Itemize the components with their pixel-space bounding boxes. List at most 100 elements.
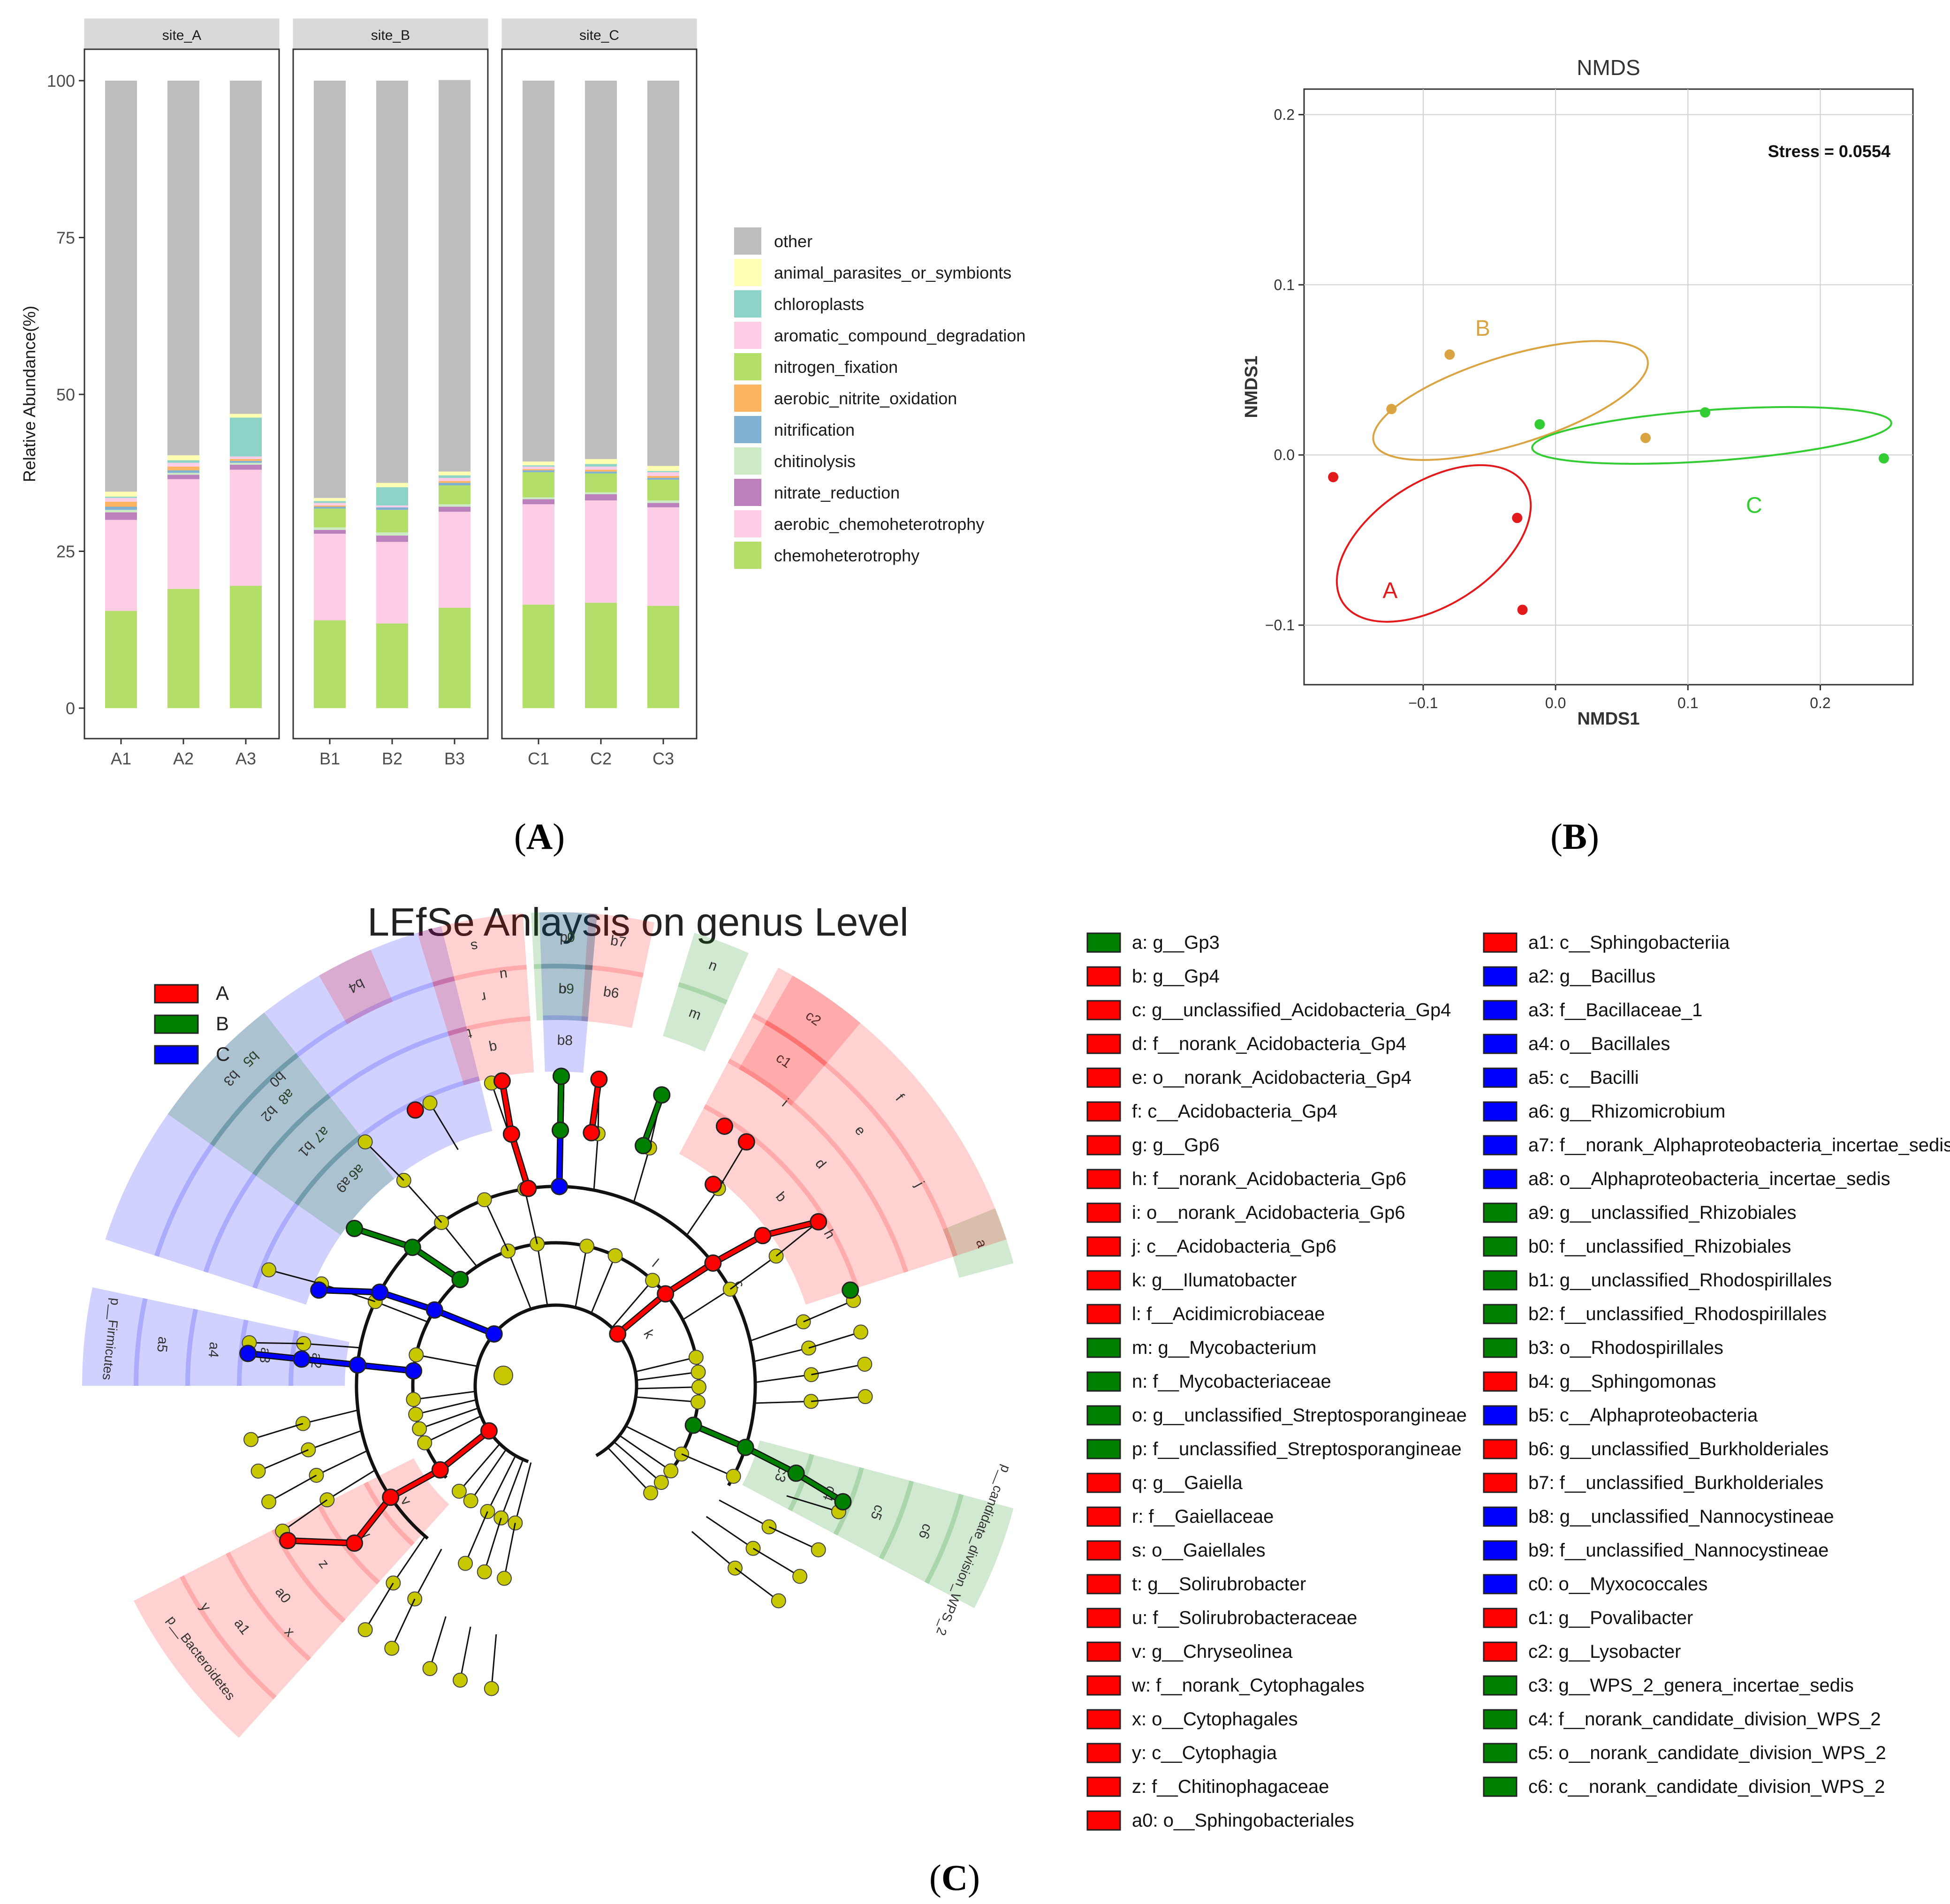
taxon-legend-label: c1: g__Povalibacter (1528, 1608, 1693, 1628)
clade-label: b9 (558, 981, 574, 997)
taxon-legend-label: a8: o__Alphaproteobacteria_incertae_sedi… (1528, 1169, 1890, 1189)
taxon-legend-swatch (1086, 1540, 1121, 1561)
clade-shade-b (531, 912, 598, 970)
cladogram-branch (484, 1199, 509, 1252)
biomarker-branch (433, 1308, 495, 1336)
cladogram-branch (754, 1400, 812, 1404)
taxon-node (409, 1347, 424, 1362)
biomarker-branch (357, 1363, 414, 1373)
clade-shade-c (539, 912, 598, 970)
bar-segment-aromatic-compound-degradation (376, 505, 408, 507)
taxon-node (463, 1493, 478, 1509)
panel-a-stacked-bar-chart: site_A A1 A2 A3 site_B B1 B2 B3 site_C C1 C2 C3 0 25 5… (20, 18, 1025, 768)
plot-area (1303, 88, 1914, 686)
taxon-legend-swatch (1086, 1506, 1121, 1527)
taxon-legend-label: s: o__Gaiellales (1132, 1540, 1266, 1561)
taxon-node (857, 1389, 873, 1405)
x-tick-label: 0.2 (1810, 695, 1830, 711)
legend-swatch-other (734, 227, 761, 255)
cladogram-branch (415, 1399, 477, 1415)
clade-label: o (559, 981, 567, 997)
cladogram-branch (258, 1449, 309, 1472)
cladogram-branch (464, 1511, 488, 1564)
bar-segment-chemoheterotrophy (314, 620, 346, 708)
bar-segment-chitinolysis (376, 532, 408, 536)
cladogram-branch (729, 1255, 777, 1290)
clade-shade-a (448, 1016, 534, 1086)
biomarker-node-b (553, 1067, 570, 1085)
taxon-legend-swatch (1086, 1743, 1121, 1763)
bar-segment-other (523, 81, 554, 462)
clade-shade-b (294, 1134, 395, 1235)
biomarker-branch (411, 1246, 462, 1282)
biomarker-branch (557, 1130, 563, 1187)
bar-segment-other (314, 81, 346, 498)
y-tick-label: 0 (66, 699, 75, 718)
clade-label: b6 (602, 984, 620, 1001)
bar-segment-other (230, 81, 262, 414)
taxon-node (645, 1273, 660, 1288)
bar-segment-chitinolysis (314, 527, 346, 530)
taxon-legend-swatch (1483, 1270, 1518, 1291)
taxon-node (493, 1366, 513, 1385)
legend-swatch-chloroplasts (734, 290, 761, 317)
bar-segment-nitrate-reduction (105, 512, 137, 520)
taxon-legend-swatch (1086, 1304, 1121, 1324)
clade-shade-c (154, 976, 468, 1273)
bar-segment-chemoheterotrophy (376, 623, 408, 708)
taxon-legend-label: b9: f__unclassified_Nannocystineae (1528, 1540, 1829, 1561)
taxon-legend-label: z: f__Chitinophagaceae (1132, 1776, 1329, 1797)
x-tick-label: B1 (319, 749, 340, 768)
bar-segment-other (105, 81, 137, 492)
bar-segment-chloroplasts (523, 465, 554, 467)
taxon-node (453, 1672, 468, 1688)
cladogram-branch (750, 1321, 804, 1342)
taxon-node (422, 1096, 438, 1111)
cladogram-branch (619, 1435, 672, 1472)
cladogram-branch (691, 1531, 736, 1569)
y-tick-label: 0.0 (1274, 446, 1295, 463)
x-axis-title: NMDS1 (1577, 709, 1639, 729)
cladogram-branch (503, 1523, 516, 1579)
biomarker-node-c (239, 1345, 257, 1362)
cladogram-branch (500, 1459, 524, 1519)
bar-segment-aerobic-nitrite-oxidation (439, 481, 470, 483)
bar-segment-nitrification (585, 471, 617, 474)
stress-annotation: Stress = 0.0554 (1768, 142, 1890, 161)
cladogram-branch (458, 1443, 501, 1492)
taxon-legend-label: u: f__Solirubrobacteraceae (1132, 1608, 1357, 1628)
x-tick-label: −0.1 (1408, 695, 1438, 711)
taxon-node (261, 1494, 277, 1510)
group-ellipse-b (1372, 340, 1649, 461)
x-tick-label: C3 (653, 749, 674, 768)
clade-label: s (470, 938, 479, 954)
cladogram-branch (811, 1363, 865, 1375)
bar-segment-aerobic-chemoheterotrophy (647, 507, 679, 606)
bar-segment-aromatic-compound-degradation (167, 462, 199, 467)
cladogram-branch (752, 1548, 800, 1577)
taxon-legend-swatch (1086, 932, 1121, 953)
taxon-legend-label: w: f__norank_Cytophagales (1131, 1675, 1365, 1696)
taxon-legend-label: b4: g__Sphingomonas (1528, 1371, 1716, 1392)
taxon-legend-label: x: o__Cytophagales (1132, 1709, 1298, 1730)
biomarker-branch (589, 1079, 601, 1133)
clade-shade-b (663, 982, 728, 1052)
sample-point (1386, 404, 1397, 415)
biomarker-node-a (715, 1117, 733, 1135)
y-tick-label: 100 (47, 71, 75, 91)
taxon-legend-label: b5: c__Alphaproteobacteria (1528, 1405, 1758, 1426)
bar-segment-aerobic-chemoheterotrophy (105, 520, 137, 611)
clade-shade-c (82, 1287, 148, 1386)
taxon-legend-label: m: g__Mycobacterium (1132, 1337, 1316, 1358)
cladogram-branch (249, 1342, 304, 1345)
cladogram-branch (507, 1250, 532, 1309)
bar-segment-aerobic-nitrite-oxidation (230, 459, 262, 461)
bar-segment-animal-parasites-or-symbionts (167, 455, 199, 461)
x-tick-label: A1 (111, 749, 131, 768)
taxon-node (688, 1350, 704, 1365)
biomarker-node-c (349, 1356, 366, 1374)
biomarker-node-a (431, 1461, 449, 1479)
facet-label: site_B (371, 28, 410, 43)
group-legend-swatch-c (154, 1045, 199, 1065)
biomarker-branch (616, 1292, 667, 1336)
